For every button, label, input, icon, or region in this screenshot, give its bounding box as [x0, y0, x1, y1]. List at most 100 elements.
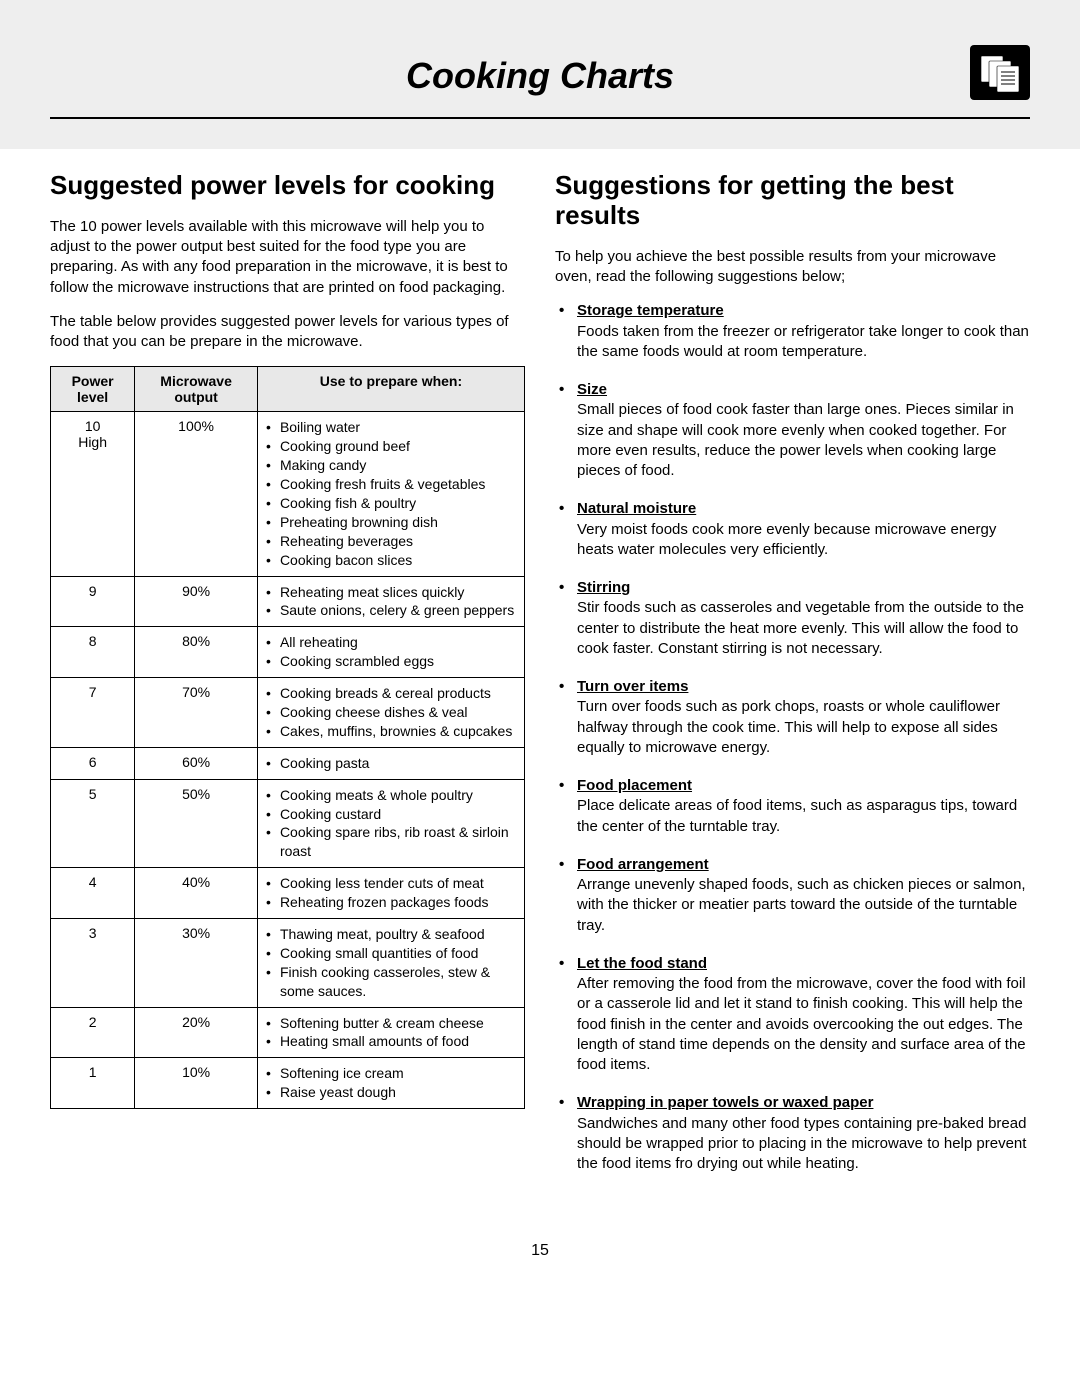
tip-title: Food placement	[577, 776, 1030, 796]
tip-item: Turn over itemsTurn over foods such as p…	[555, 677, 1030, 758]
use-item: Cooking small quantities of food	[266, 944, 516, 963]
cell-power-level: 5	[51, 779, 135, 868]
tip-body: Arrange unevenly shaped foods, such as c…	[577, 876, 1026, 934]
cell-uses: All reheatingCooking scrambled eggs	[257, 627, 524, 678]
cell-output: 100%	[135, 412, 258, 576]
col-use-to-prepare: Use to prepare when:	[257, 367, 524, 412]
cell-power-level: 2	[51, 1007, 135, 1058]
tip-title: Storage temperature	[577, 301, 1030, 321]
page-title: Cooking Charts	[406, 55, 674, 96]
use-item: Finish cooking casseroles, stew & some s…	[266, 963, 516, 1001]
tip-body: Foods taken from the freezer or refriger…	[577, 323, 1029, 360]
header-rule	[50, 117, 1030, 119]
tip-item: Food arrangementArrange unevenly shaped …	[555, 855, 1030, 936]
cell-output: 50%	[135, 779, 258, 868]
documents-icon	[970, 45, 1030, 100]
use-item: Cooking pasta	[266, 754, 516, 773]
cell-output: 20%	[135, 1007, 258, 1058]
right-column: Suggestions for getting the best results…	[555, 171, 1030, 1192]
tip-item: StirringStir foods such as casseroles an…	[555, 578, 1030, 659]
cell-power-level: 1	[51, 1058, 135, 1109]
use-item: Thawing meat, poultry & seafood	[266, 925, 516, 944]
tip-body: Place delicate areas of food items, such…	[577, 797, 1017, 834]
tip-body: Turn over foods such as pork chops, roas…	[577, 698, 1000, 756]
header-bar: Cooking Charts	[50, 30, 1030, 117]
cell-output: 60%	[135, 747, 258, 779]
use-item: Softening butter & cream cheese	[266, 1014, 516, 1033]
use-item: Cooking fish & poultry	[266, 494, 516, 513]
right-heading: Suggestions for getting the best results	[555, 171, 1030, 231]
tip-title: Let the food stand	[577, 954, 1030, 974]
tip-body: Very moist foods cook more evenly becaus…	[577, 521, 996, 558]
table-row: 770%Cooking breads & cereal productsCook…	[51, 678, 525, 748]
tip-item: Storage temperatureFoods taken from the …	[555, 301, 1030, 362]
tip-title: Natural moisture	[577, 499, 1030, 519]
right-intro: To help you achieve the best possible re…	[555, 247, 1030, 288]
content-area: Suggested power levels for cooking The 1…	[0, 149, 1080, 1222]
page-number: 15	[0, 1222, 1080, 1280]
use-item: Preheating browning dish	[266, 513, 516, 532]
tip-item: SizeSmall pieces of food cook faster tha…	[555, 380, 1030, 481]
use-item: Raise yeast dough	[266, 1083, 516, 1102]
tip-body: Stir foods such as casseroles and vegeta…	[577, 599, 1024, 657]
table-row: 220%Softening butter & cream cheeseHeati…	[51, 1007, 525, 1058]
cell-uses: Softening butter & cream cheeseHeating s…	[257, 1007, 524, 1058]
left-intro-1: The 10 power levels available with this …	[50, 217, 525, 298]
table-row: 440%Cooking less tender cuts of meatRehe…	[51, 868, 525, 919]
use-item: Cooking bacon slices	[266, 551, 516, 570]
use-item: Heating small amounts of food	[266, 1032, 516, 1051]
cell-output: 30%	[135, 918, 258, 1007]
use-item: Cakes, muffins, brownies & cupcakes	[266, 722, 516, 741]
tip-item: Let the food standAfter removing the foo…	[555, 954, 1030, 1076]
tip-title: Wrapping in paper towels or waxed paper	[577, 1093, 1030, 1113]
cell-uses: Cooking pasta	[257, 747, 524, 779]
cell-power-level: 3	[51, 918, 135, 1007]
tip-item: Food placementPlace delicate areas of fo…	[555, 776, 1030, 837]
cell-power-level: 6	[51, 747, 135, 779]
table-row: 110%Softening ice creamRaise yeast dough	[51, 1058, 525, 1109]
col-power-level: Power level	[51, 367, 135, 412]
table-row: 880%All reheatingCooking scrambled eggs	[51, 627, 525, 678]
use-item: Cooking less tender cuts of meat	[266, 874, 516, 893]
tip-title: Turn over items	[577, 677, 1030, 697]
use-item: Saute onions, celery & green peppers	[266, 601, 516, 620]
use-item: Cooking fresh fruits & vegetables	[266, 475, 516, 494]
page-frame: Cooking Charts	[0, 0, 1080, 149]
use-item: Reheating meat slices quickly	[266, 583, 516, 602]
tip-item: Wrapping in paper towels or waxed paperS…	[555, 1093, 1030, 1174]
tip-title: Food arrangement	[577, 855, 1030, 875]
left-column: Suggested power levels for cooking The 1…	[50, 171, 525, 1192]
use-item: Cooking spare ribs, rib roast & sirloin …	[266, 823, 516, 861]
cell-uses: Thawing meat, poultry & seafoodCooking s…	[257, 918, 524, 1007]
cell-uses: Reheating meat slices quicklySaute onion…	[257, 576, 524, 627]
table-header-row: Power level Microwave output Use to prep…	[51, 367, 525, 412]
cell-uses: Cooking breads & cereal productsCooking …	[257, 678, 524, 748]
table-row: 10 High100%Boiling waterCooking ground b…	[51, 412, 525, 576]
cell-output: 90%	[135, 576, 258, 627]
power-level-table: Power level Microwave output Use to prep…	[50, 366, 525, 1109]
cell-uses: Softening ice creamRaise yeast dough	[257, 1058, 524, 1109]
cell-power-level: 8	[51, 627, 135, 678]
cell-output: 10%	[135, 1058, 258, 1109]
cell-output: 70%	[135, 678, 258, 748]
use-item: Reheating frozen packages foods	[266, 893, 516, 912]
tip-body: After removing the food from the microwa…	[577, 975, 1026, 1073]
cell-uses: Boiling waterCooking ground beefMaking c…	[257, 412, 524, 576]
table-row: 660% Cooking pasta	[51, 747, 525, 779]
cell-power-level: 7	[51, 678, 135, 748]
use-item: Cooking breads & cereal products	[266, 684, 516, 703]
use-item: Reheating beverages	[266, 532, 516, 551]
tip-body: Sandwiches and many other food types con…	[577, 1115, 1026, 1173]
table-row: 330%Thawing meat, poultry & seafoodCooki…	[51, 918, 525, 1007]
cell-output: 40%	[135, 868, 258, 919]
use-item: Cooking cheese dishes & veal	[266, 703, 516, 722]
use-item: Softening ice cream	[266, 1064, 516, 1083]
tip-body: Small pieces of food cook faster than la…	[577, 401, 1014, 479]
cell-power-level: 9	[51, 576, 135, 627]
tip-title: Size	[577, 380, 1030, 400]
use-item: Cooking ground beef	[266, 437, 516, 456]
use-item: Making candy	[266, 456, 516, 475]
table-row: 550%Cooking meats & whole poultryCooking…	[51, 779, 525, 868]
tip-title: Stirring	[577, 578, 1030, 598]
cell-uses: Cooking meats & whole poultryCooking cus…	[257, 779, 524, 868]
